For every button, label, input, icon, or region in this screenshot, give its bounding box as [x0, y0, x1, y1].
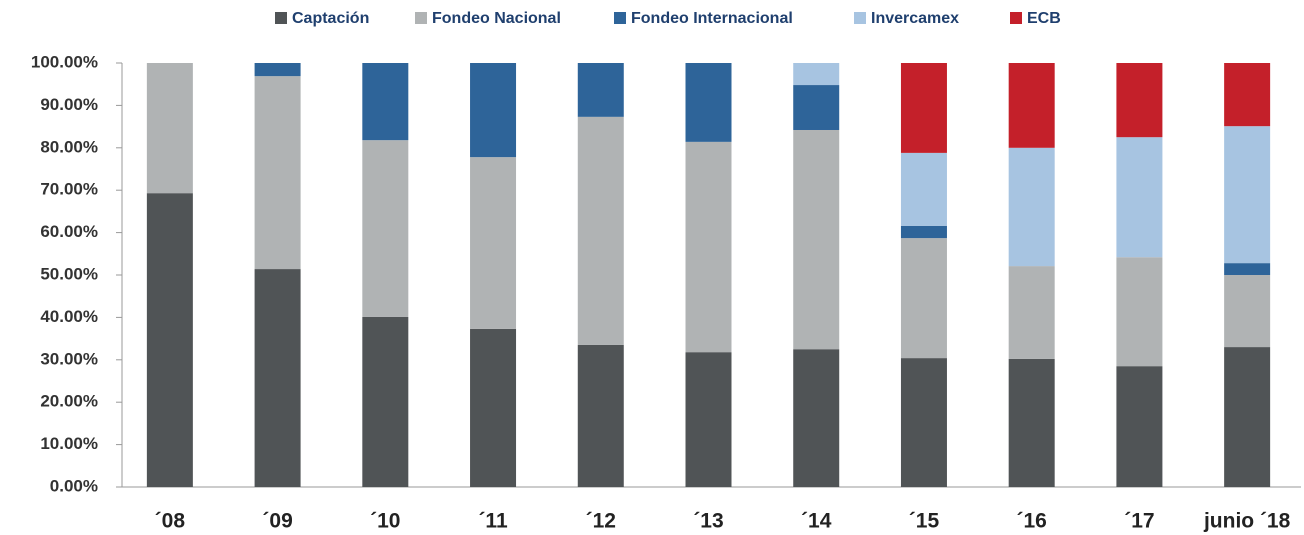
bar-segment	[900, 358, 947, 487]
y-tick-label: 60.00%	[40, 222, 98, 241]
bar-segment	[1008, 63, 1055, 148]
bar-segment	[900, 238, 947, 359]
bar-segment	[900, 152, 947, 226]
x-tick-label: ´14	[801, 510, 832, 533]
bar-segment	[577, 344, 624, 487]
bar-segment	[470, 157, 517, 329]
bar-segment	[900, 225, 947, 239]
x-tick-label: ´09	[262, 510, 292, 533]
bar-segment	[1116, 63, 1163, 138]
x-tick-label: ´08	[155, 510, 186, 533]
bar-segment	[254, 269, 301, 487]
bar-segment	[685, 141, 732, 353]
bar-segment	[1224, 263, 1271, 275]
y-tick-label: 70.00%	[40, 180, 98, 199]
bar-segment	[1008, 358, 1055, 487]
legend-label: Fondeo Internacional	[631, 10, 793, 27]
legend-swatch	[614, 12, 626, 24]
y-tick-label: 50.00%	[40, 264, 98, 283]
x-tick-label: ´16	[1017, 510, 1047, 533]
bar-segment	[362, 316, 409, 487]
bar-segment	[1224, 126, 1271, 264]
bar-segment	[470, 328, 517, 487]
bar-segment	[1224, 63, 1271, 127]
bar-segment	[793, 85, 840, 130]
bar-segment	[577, 63, 624, 117]
x-tick-label: junio ´18	[1203, 510, 1291, 533]
bar-segment	[793, 63, 840, 86]
bar-segment	[362, 63, 409, 141]
legend-swatch	[1010, 12, 1022, 24]
bar-segment	[685, 63, 732, 142]
bar-segment	[1116, 137, 1163, 258]
bar-segment	[146, 193, 193, 487]
y-tick-label: 40.00%	[40, 307, 98, 326]
x-tick-label: ´17	[1124, 510, 1154, 533]
y-tick-label: 10.00%	[40, 434, 98, 453]
x-tick-label: ´11	[478, 510, 508, 533]
bar-segment	[1224, 275, 1271, 348]
bar-segment	[793, 129, 840, 350]
y-tick-label: 0.00%	[50, 476, 98, 495]
x-tick-label: ´10	[370, 510, 400, 533]
bar-segment	[577, 116, 624, 345]
bar-segment	[254, 63, 301, 77]
y-tick-label: 80.00%	[40, 137, 98, 156]
y-tick-label: 30.00%	[40, 349, 98, 368]
x-tick-label: ´12	[586, 510, 616, 533]
bar-segment	[1008, 147, 1055, 267]
bar-segment	[470, 63, 517, 158]
legend-swatch	[275, 12, 287, 24]
bar-segment	[1008, 266, 1055, 359]
bar-segment	[254, 76, 301, 270]
legend-swatch	[854, 12, 866, 24]
bar-segment	[685, 352, 732, 487]
bar-segment	[1116, 366, 1163, 487]
bar-segment	[362, 140, 409, 317]
y-tick-label: 90.00%	[40, 95, 98, 114]
legend-swatch	[415, 12, 427, 24]
bar-segment	[900, 63, 947, 153]
legend-label: Captación	[292, 10, 369, 27]
legend-label: ECB	[1027, 10, 1061, 27]
bar-segment	[146, 63, 193, 194]
bar-segment	[793, 349, 840, 487]
x-tick-label: ´13	[693, 510, 723, 533]
y-tick-label: 20.00%	[40, 392, 98, 411]
x-tick-label: ´15	[909, 510, 940, 533]
legend-label: Fondeo Nacional	[432, 10, 561, 27]
bar-segment	[1224, 347, 1271, 487]
legend-label: Invercamex	[871, 10, 959, 27]
y-tick-label: 100.00%	[31, 52, 98, 71]
bar-segment	[1116, 257, 1163, 367]
